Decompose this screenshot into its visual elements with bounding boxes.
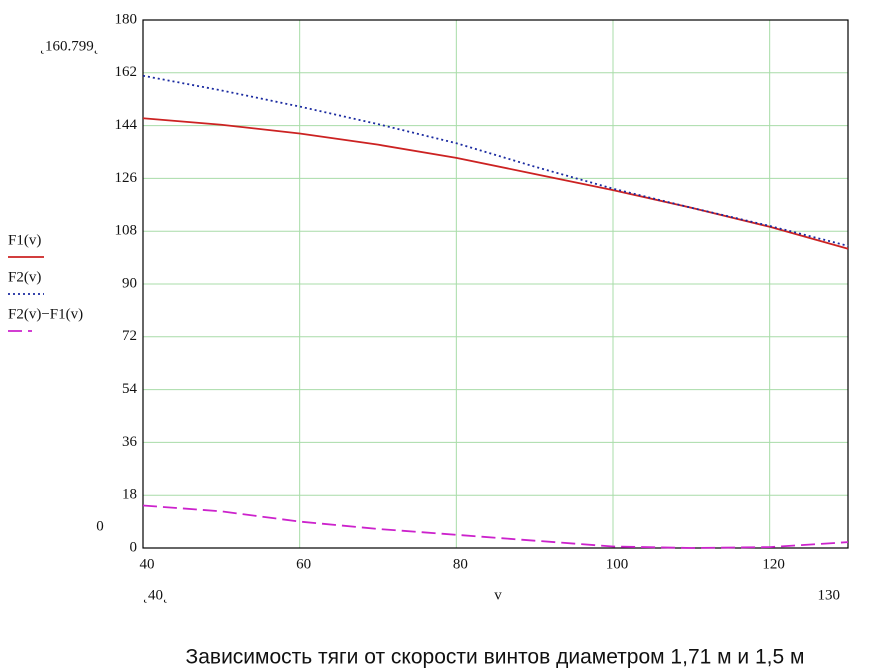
caption: Зависимость тяги от скорости винтов диам… (186, 646, 805, 669)
y-tick-label: 144 (115, 117, 138, 133)
legend-label: F2(v)−F1(v) (8, 306, 83, 322)
y-tick-label: 180 (115, 11, 138, 27)
x-axis-label: v (494, 587, 502, 603)
y-tick-label: 0 (130, 539, 138, 555)
legend-label: F1(v) (8, 232, 41, 248)
x-tick-label: 100 (606, 556, 629, 572)
y-range-bottom: 0 (96, 518, 104, 534)
legend-label: F2(v) (8, 269, 41, 285)
plot-frame (142, 19, 849, 549)
x-tick-label: 80 (453, 556, 468, 572)
series-line (142, 504, 849, 549)
y-tick-label: 54 (122, 381, 138, 397)
y-range-top: ˛160.799˛ (40, 38, 99, 54)
series-line (142, 74, 849, 247)
x-tick-label: 60 (296, 556, 311, 572)
x-tick-label: 40 (140, 556, 155, 572)
x-tick-label: 120 (762, 556, 785, 572)
y-tick-label: 108 (115, 223, 138, 239)
series-line (142, 117, 849, 250)
y-tick-label: 126 (115, 170, 138, 186)
y-tick-label: 36 (122, 434, 138, 450)
y-tick-label: 90 (122, 275, 137, 291)
x-range-right: 130 (818, 587, 841, 603)
y-tick-label: 18 (122, 487, 137, 503)
y-tick-label: 72 (122, 328, 137, 344)
x-range-left: ˛40˛ (143, 587, 168, 603)
y-tick-label: 162 (115, 64, 138, 80)
